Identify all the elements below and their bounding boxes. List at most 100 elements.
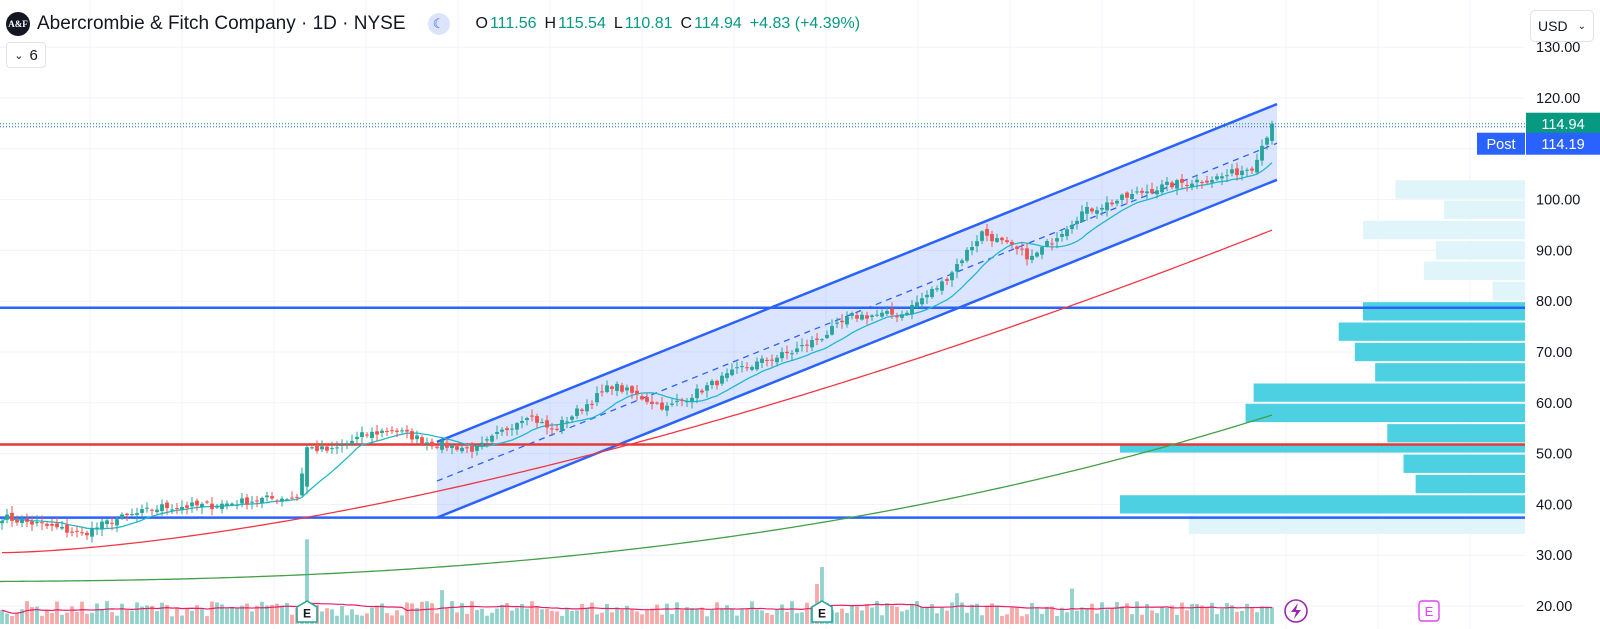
candle[interactable] <box>1075 216 1079 230</box>
candle[interactable] <box>855 312 859 322</box>
candle[interactable] <box>880 309 884 318</box>
candle[interactable] <box>1245 167 1249 177</box>
candle[interactable] <box>1270 120 1274 145</box>
candle[interactable] <box>805 339 809 353</box>
candle[interactable] <box>500 427 504 437</box>
candle[interactable] <box>170 504 174 514</box>
candle[interactable] <box>1165 177 1169 192</box>
candle[interactable] <box>110 517 114 531</box>
candle[interactable] <box>580 408 584 415</box>
candle[interactable] <box>435 444 439 450</box>
candle[interactable] <box>750 365 754 372</box>
candle[interactable] <box>490 434 494 445</box>
candle[interactable] <box>675 393 679 407</box>
candle[interactable] <box>745 362 749 372</box>
candle[interactable] <box>680 397 684 407</box>
candle[interactable] <box>1150 182 1154 195</box>
candle[interactable] <box>585 399 589 416</box>
candle[interactable] <box>355 431 359 446</box>
candle[interactable] <box>0 518 4 530</box>
candle[interactable] <box>625 384 629 396</box>
candle[interactable] <box>240 492 244 508</box>
candle[interactable] <box>1135 186 1139 195</box>
candle[interactable] <box>905 310 909 316</box>
candle[interactable] <box>665 402 669 417</box>
candle[interactable] <box>835 317 839 329</box>
candle[interactable] <box>280 496 284 507</box>
candle[interactable] <box>385 427 389 436</box>
candle[interactable] <box>180 500 184 515</box>
candle[interactable] <box>1065 225 1069 241</box>
candle[interactable] <box>710 379 714 389</box>
candle[interactable] <box>495 425 499 440</box>
candle[interactable] <box>1090 207 1094 214</box>
candle[interactable] <box>575 404 579 419</box>
candle[interactable] <box>1020 242 1024 256</box>
candle[interactable] <box>100 518 104 537</box>
candle[interactable] <box>1175 178 1179 196</box>
candle[interactable] <box>105 518 109 528</box>
candle[interactable] <box>670 398 674 407</box>
candle[interactable] <box>135 507 139 522</box>
candle[interactable] <box>175 502 179 515</box>
candle[interactable] <box>595 386 599 407</box>
candle[interactable] <box>10 506 14 527</box>
earnings-marker[interactable]: E <box>811 600 833 623</box>
candle[interactable] <box>615 381 619 396</box>
candle[interactable] <box>1120 193 1124 205</box>
candle[interactable] <box>510 424 514 436</box>
candle[interactable] <box>660 397 664 411</box>
candle[interactable] <box>255 495 259 508</box>
candle[interactable] <box>950 270 954 287</box>
candle[interactable] <box>1265 136 1269 150</box>
candle[interactable] <box>1000 236 1004 245</box>
candle[interactable] <box>810 336 814 352</box>
candle[interactable] <box>1085 201 1089 221</box>
candle[interactable] <box>915 295 919 309</box>
candle[interactable] <box>610 385 614 396</box>
candle[interactable] <box>1170 180 1174 190</box>
candle[interactable] <box>205 500 209 504</box>
candle[interactable] <box>605 380 609 394</box>
candle[interactable] <box>270 492 274 501</box>
candle[interactable] <box>475 444 479 456</box>
candle[interactable] <box>315 440 319 454</box>
candle[interactable] <box>990 230 994 247</box>
candle[interactable] <box>1100 204 1104 216</box>
candle[interactable] <box>715 379 719 390</box>
candle[interactable] <box>465 442 469 454</box>
candle[interactable] <box>655 401 659 405</box>
candle[interactable] <box>350 434 354 447</box>
candle[interactable] <box>1025 242 1029 266</box>
candle[interactable] <box>360 426 364 444</box>
candle[interactable] <box>780 347 784 362</box>
candle[interactable] <box>195 498 199 511</box>
candle[interactable] <box>975 235 979 253</box>
candle[interactable] <box>940 279 944 295</box>
candle[interactable] <box>90 521 94 543</box>
candle[interactable] <box>65 518 69 538</box>
candle[interactable] <box>1220 172 1224 186</box>
candle[interactable] <box>440 436 444 454</box>
candle[interactable] <box>830 319 834 336</box>
candle[interactable] <box>125 512 129 521</box>
lightning-icon[interactable] <box>1284 599 1308 623</box>
candle[interactable] <box>1145 184 1149 200</box>
candle[interactable] <box>430 438 434 450</box>
candle[interactable] <box>865 311 869 325</box>
candle[interactable] <box>945 277 949 286</box>
candle[interactable] <box>1155 186 1159 199</box>
candle[interactable] <box>900 310 904 321</box>
candle[interactable] <box>285 497 289 502</box>
candle[interactable] <box>760 355 764 368</box>
candle[interactable] <box>1015 245 1019 255</box>
candle[interactable] <box>515 421 519 436</box>
candle[interactable] <box>1005 236 1009 244</box>
candle[interactable] <box>220 499 224 514</box>
candle[interactable] <box>70 527 74 537</box>
candle[interactable] <box>305 444 309 495</box>
candle[interactable] <box>50 518 54 532</box>
candle[interactable] <box>1060 229 1064 242</box>
candle[interactable] <box>1130 189 1134 201</box>
